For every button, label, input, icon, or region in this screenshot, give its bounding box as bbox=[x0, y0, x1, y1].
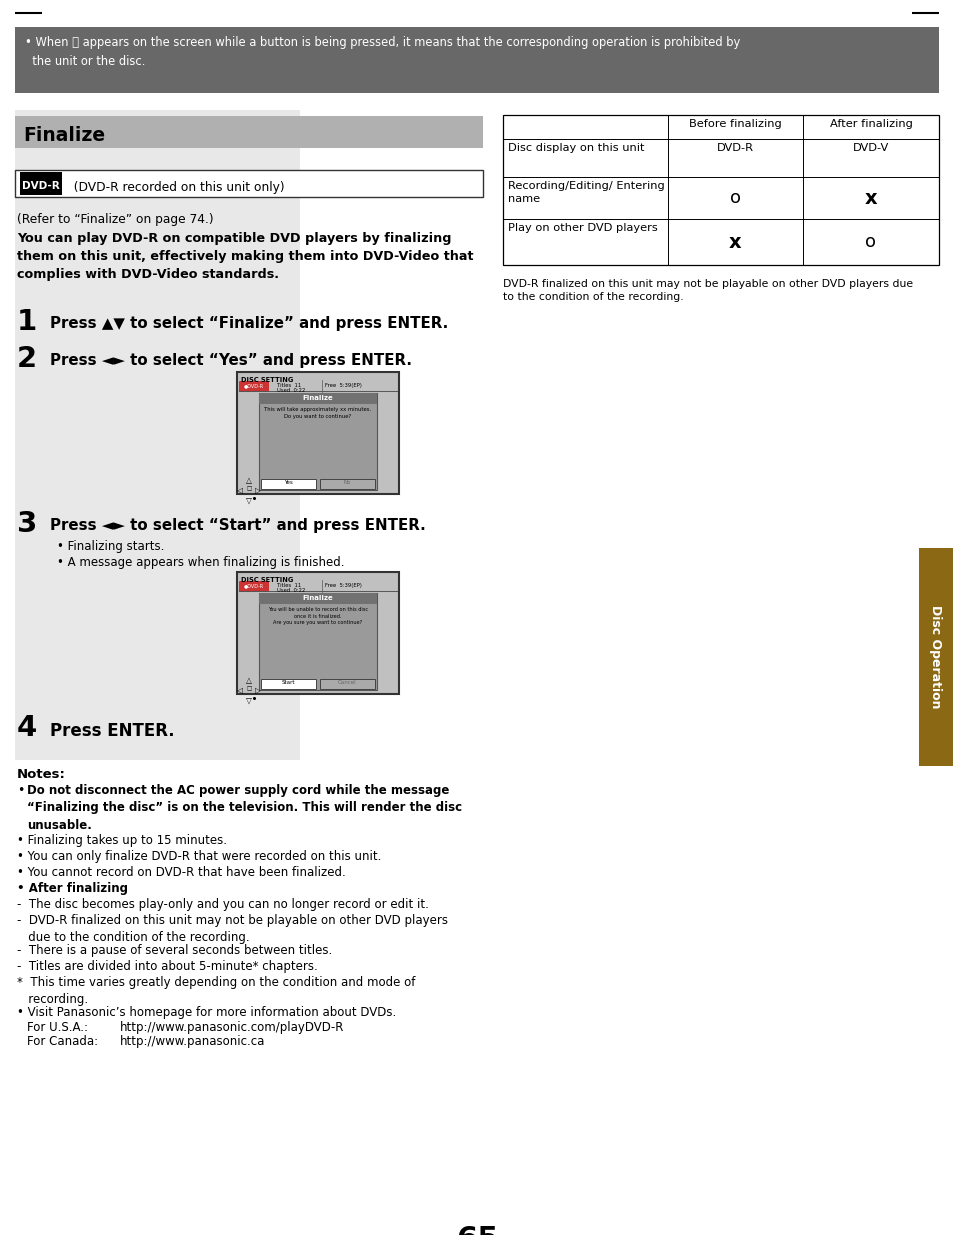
Text: the unit or the disc.: the unit or the disc. bbox=[25, 56, 145, 68]
Text: DISC SETTING: DISC SETTING bbox=[241, 377, 294, 383]
Text: △: △ bbox=[246, 475, 252, 485]
FancyBboxPatch shape bbox=[261, 679, 315, 689]
Text: Press ◄► to select “Yes” and press ENTER.: Press ◄► to select “Yes” and press ENTER… bbox=[50, 353, 412, 368]
Text: Start: Start bbox=[281, 680, 294, 685]
Text: http://www.panasonic.com/playDVD-R: http://www.panasonic.com/playDVD-R bbox=[120, 1021, 344, 1034]
Text: ▽: ▽ bbox=[246, 496, 252, 505]
Text: -  Titles are divided into about 5-minute* chapters.: - Titles are divided into about 5-minute… bbox=[17, 960, 317, 973]
Text: For Canada:: For Canada: bbox=[27, 1035, 98, 1049]
Text: DVD-V: DVD-V bbox=[852, 143, 888, 153]
Text: Free  5:39(EP): Free 5:39(EP) bbox=[325, 583, 361, 588]
Text: DVD-R finalized on this unit may not be playable on other DVD players due
to the: DVD-R finalized on this unit may not be … bbox=[502, 279, 912, 303]
FancyBboxPatch shape bbox=[258, 393, 376, 404]
Text: Cancel: Cancel bbox=[337, 680, 356, 685]
Text: 65: 65 bbox=[456, 1225, 497, 1235]
Text: Disc display on this unit: Disc display on this unit bbox=[507, 143, 644, 153]
Text: (DVD-R recorded on this unit only): (DVD-R recorded on this unit only) bbox=[66, 182, 284, 194]
Text: Used  0:22: Used 0:22 bbox=[276, 588, 305, 593]
FancyBboxPatch shape bbox=[239, 580, 269, 592]
Text: Notes:: Notes: bbox=[17, 768, 66, 781]
Text: Used  0:22: Used 0:22 bbox=[276, 388, 305, 393]
FancyBboxPatch shape bbox=[258, 393, 376, 490]
FancyBboxPatch shape bbox=[236, 572, 398, 694]
FancyBboxPatch shape bbox=[258, 593, 376, 690]
Text: Play on other DVD players: Play on other DVD players bbox=[507, 224, 657, 233]
FancyBboxPatch shape bbox=[502, 115, 938, 266]
Text: • When ⓨ appears on the screen while a button is being pressed, it means that th: • When ⓨ appears on the screen while a b… bbox=[25, 36, 740, 49]
FancyBboxPatch shape bbox=[261, 479, 315, 489]
Text: □: □ bbox=[246, 685, 252, 692]
Text: 1: 1 bbox=[17, 308, 37, 336]
FancyBboxPatch shape bbox=[15, 27, 938, 93]
Text: 2: 2 bbox=[17, 345, 37, 373]
Text: Finalize: Finalize bbox=[302, 595, 333, 601]
Text: -  The disc becomes play-only and you can no longer record or edit it.: - The disc becomes play-only and you can… bbox=[17, 898, 429, 911]
Text: • After finalizing: • After finalizing bbox=[17, 882, 128, 895]
Text: x: x bbox=[863, 189, 877, 207]
Text: Titles  11: Titles 11 bbox=[276, 583, 301, 588]
Text: (Refer to “Finalize” on page 74.): (Refer to “Finalize” on page 74.) bbox=[17, 212, 213, 226]
Text: Finalize: Finalize bbox=[23, 126, 105, 144]
FancyBboxPatch shape bbox=[15, 170, 482, 198]
Text: 4: 4 bbox=[17, 714, 37, 742]
Text: Press ◄► to select “Start” and press ENTER.: Press ◄► to select “Start” and press ENT… bbox=[50, 517, 425, 534]
Text: □: □ bbox=[246, 487, 252, 492]
FancyBboxPatch shape bbox=[258, 593, 376, 604]
Text: o: o bbox=[729, 189, 740, 207]
Text: After finalizing: After finalizing bbox=[829, 119, 911, 128]
Text: • You can only finalize DVD-R that were recorded on this unit.: • You can only finalize DVD-R that were … bbox=[17, 850, 381, 863]
Text: • Finalizing starts.: • Finalizing starts. bbox=[57, 540, 164, 553]
Text: Before finalizing: Before finalizing bbox=[688, 119, 781, 128]
Text: No: No bbox=[343, 480, 351, 485]
Text: △: △ bbox=[246, 676, 252, 685]
FancyBboxPatch shape bbox=[20, 172, 62, 195]
Text: o: o bbox=[864, 233, 876, 251]
Text: Recording/Editing/ Entering
name: Recording/Editing/ Entering name bbox=[507, 182, 664, 204]
Text: For U.S.A.:: For U.S.A.: bbox=[27, 1021, 88, 1034]
Text: ▽: ▽ bbox=[246, 697, 252, 705]
Text: This will take approximately xx minutes.
Do you want to continue?: This will take approximately xx minutes.… bbox=[264, 408, 371, 419]
Text: Titles  11: Titles 11 bbox=[276, 383, 301, 388]
Text: ▷: ▷ bbox=[254, 487, 261, 495]
Text: Press ENTER.: Press ENTER. bbox=[50, 722, 174, 740]
Text: x: x bbox=[728, 233, 741, 252]
Text: *  This time varies greatly depending on the condition and mode of
   recording.: * This time varies greatly depending on … bbox=[17, 976, 415, 1007]
Text: • Visit Panasonic’s homepage for more information about DVDs.: • Visit Panasonic’s homepage for more in… bbox=[17, 1007, 395, 1019]
Text: Do not disconnect the AC power supply cord while the message
“Finalizing the dis: Do not disconnect the AC power supply co… bbox=[27, 784, 461, 832]
Text: You can play DVD-R on compatible DVD players by finalizing
them on this unit, ef: You can play DVD-R on compatible DVD pla… bbox=[17, 232, 473, 282]
Polygon shape bbox=[15, 110, 299, 760]
Text: ▷: ▷ bbox=[254, 685, 261, 695]
Text: Free  5:39(EP): Free 5:39(EP) bbox=[325, 383, 361, 388]
Text: • You cannot record on DVD-R that have been finalized.: • You cannot record on DVD-R that have b… bbox=[17, 866, 345, 879]
Text: 3: 3 bbox=[17, 510, 37, 538]
Text: Finalize: Finalize bbox=[302, 395, 333, 401]
Text: ●DVD-R: ●DVD-R bbox=[244, 583, 264, 589]
Text: •: • bbox=[17, 784, 25, 797]
FancyBboxPatch shape bbox=[319, 679, 375, 689]
Text: http://www.panasonic.ca: http://www.panasonic.ca bbox=[120, 1035, 265, 1049]
FancyBboxPatch shape bbox=[918, 548, 953, 766]
Text: DISC SETTING: DISC SETTING bbox=[241, 577, 294, 583]
Text: Press ▲▼ to select “Finalize” and press ENTER.: Press ▲▼ to select “Finalize” and press … bbox=[50, 316, 448, 331]
Text: Yes: Yes bbox=[284, 480, 293, 485]
Text: • A message appears when finalizing is finished.: • A message appears when finalizing is f… bbox=[57, 556, 344, 569]
Text: -  DVD-R finalized on this unit may not be playable on other DVD players
   due : - DVD-R finalized on this unit may not b… bbox=[17, 914, 448, 945]
FancyBboxPatch shape bbox=[239, 382, 269, 391]
Text: -  There is a pause of several seconds between titles.: - There is a pause of several seconds be… bbox=[17, 944, 332, 957]
Text: DVD-R: DVD-R bbox=[22, 182, 60, 191]
Text: ●DVD-R: ●DVD-R bbox=[244, 384, 264, 389]
FancyBboxPatch shape bbox=[236, 372, 398, 494]
FancyBboxPatch shape bbox=[319, 479, 375, 489]
Text: ◁: ◁ bbox=[236, 685, 243, 695]
Text: ◁: ◁ bbox=[236, 487, 243, 495]
Text: • Finalizing takes up to 15 minutes.: • Finalizing takes up to 15 minutes. bbox=[17, 834, 227, 847]
Text: You will be unable to record on this disc
once it is finalized.
Are you sure you: You will be unable to record on this dis… bbox=[268, 606, 368, 625]
FancyBboxPatch shape bbox=[15, 116, 482, 148]
Text: Disc Operation: Disc Operation bbox=[928, 605, 942, 709]
Text: DVD-R: DVD-R bbox=[717, 143, 753, 153]
